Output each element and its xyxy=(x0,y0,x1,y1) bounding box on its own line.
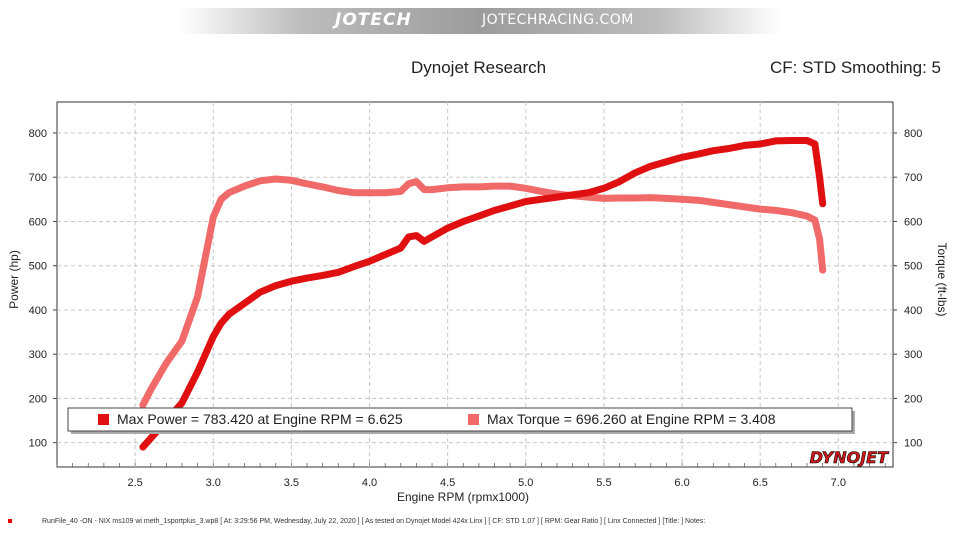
legend-swatch xyxy=(468,414,479,425)
y-axis-label-left: Power (hp) xyxy=(7,250,21,309)
correction-factor-label: CF: STD Smoothing: 5 xyxy=(769,58,941,77)
y-tick-label-left: 500 xyxy=(29,261,47,273)
y-tick-label-right: 600 xyxy=(904,216,922,228)
plot-area xyxy=(56,101,894,468)
y-tick-label-left: 700 xyxy=(29,172,47,184)
x-tick-label: 4.0 xyxy=(362,477,377,489)
x-tick-label: 5.5 xyxy=(596,477,611,489)
y-tick-label-right: 200 xyxy=(904,393,922,405)
y-tick-label-left: 100 xyxy=(29,438,47,450)
legend-swatch xyxy=(98,414,109,425)
x-tick-label: 6.5 xyxy=(753,477,768,489)
x-axis-label: Engine RPM (rpmx1000) xyxy=(397,490,529,504)
dynojet-watermark: DYNOJET xyxy=(810,448,890,467)
y-tick-label-left: 400 xyxy=(29,305,47,317)
x-tick-label: 4.5 xyxy=(440,477,455,489)
x-tick-label: 5.0 xyxy=(518,477,533,489)
power-series-line xyxy=(139,137,827,451)
y-tick-label-left: 800 xyxy=(29,128,47,140)
y-tick-label-left: 300 xyxy=(29,349,47,361)
legend-box xyxy=(67,407,853,432)
legend-label: Max Power = 783.420 at Engine RPM = 6.62… xyxy=(117,411,403,427)
x-tick-label: 6.0 xyxy=(674,477,689,489)
x-tick-label: 3.5 xyxy=(284,477,299,489)
y-tick-label-right: 500 xyxy=(904,261,922,273)
chart-title: Dynojet Research xyxy=(411,58,547,77)
x-tick-label: 7.0 xyxy=(831,477,846,489)
run-color-marker xyxy=(8,519,12,523)
y-tick-label-right: 100 xyxy=(904,438,922,450)
y-axis-label-right: Torque (ft-lbs) xyxy=(935,242,949,316)
torque-series-line xyxy=(139,175,827,409)
y-tick-label-right: 800 xyxy=(904,128,922,140)
website-url: JOTECHRACING.COM xyxy=(482,12,634,28)
x-tick-label: 2.5 xyxy=(127,477,142,489)
y-tick-label-left: 200 xyxy=(29,393,47,405)
run-info-footer: RunFile_40 -ON - NIX ms109 wi meth_1spor… xyxy=(42,518,706,525)
y-tick-label-right: 300 xyxy=(904,349,922,361)
y-tick-label-left: 600 xyxy=(29,216,47,228)
y-tick-label-right: 400 xyxy=(904,305,922,317)
header-banner xyxy=(180,8,780,34)
jotech-logo: JOTECH xyxy=(335,10,412,30)
y-tick-label-right: 700 xyxy=(904,172,922,184)
x-tick-label: 3.0 xyxy=(206,477,221,489)
legend-label: Max Torque = 696.260 at Engine RPM = 3.4… xyxy=(487,411,776,427)
